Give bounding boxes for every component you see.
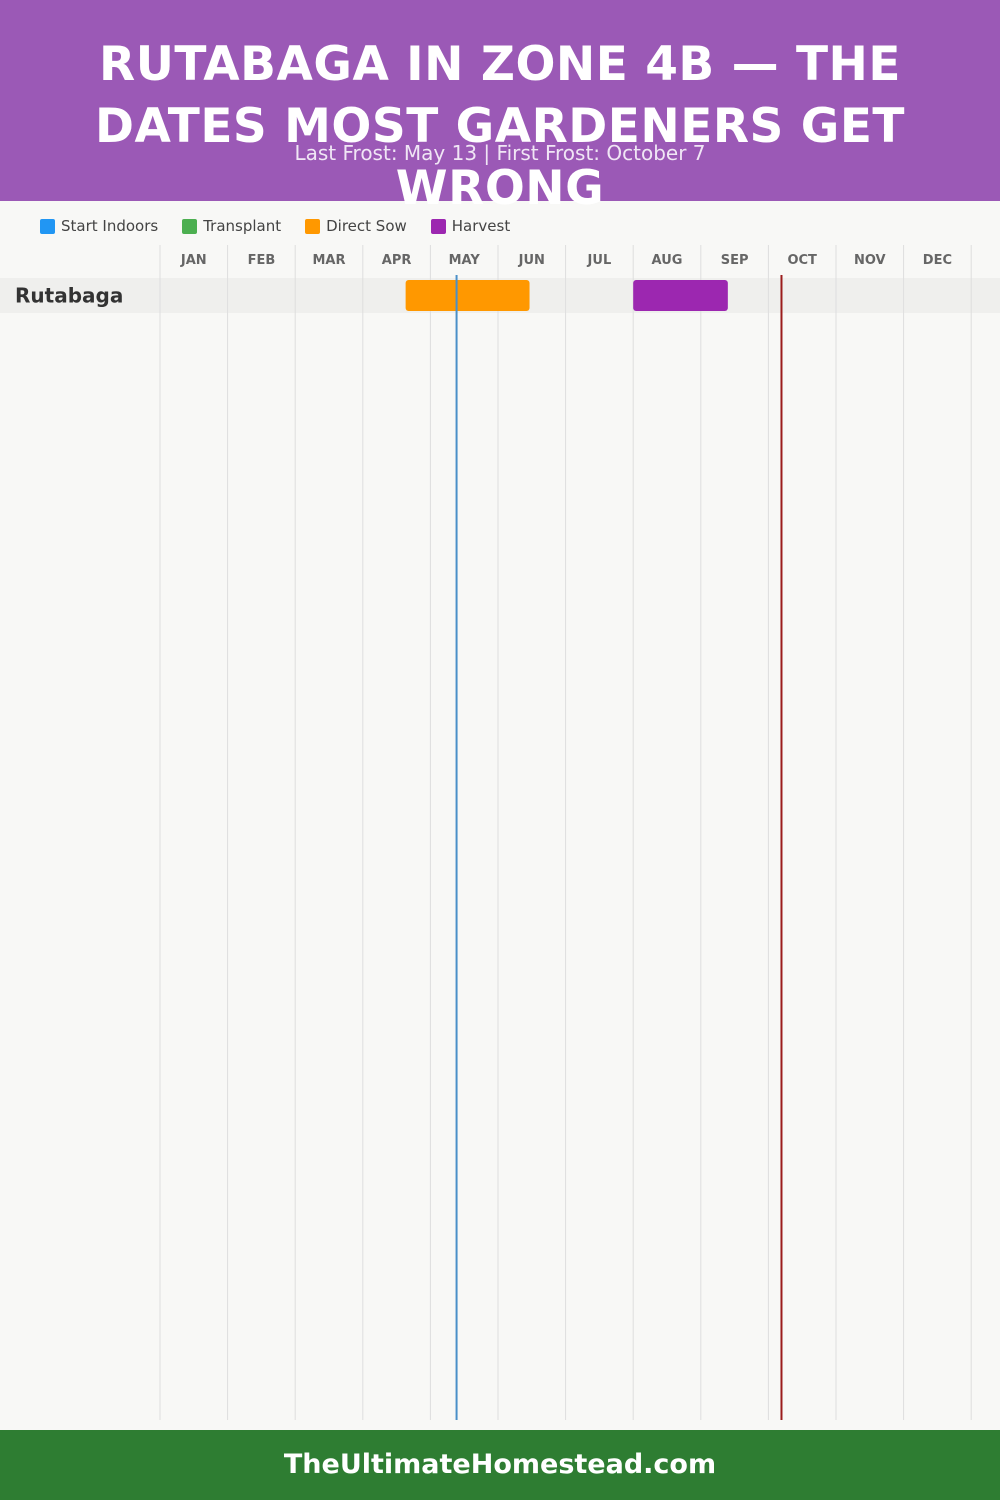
legend-swatch-transplant xyxy=(182,218,198,234)
footer-site[interactable]: TheUltimateHomestead.com xyxy=(0,1430,1000,1500)
month-label: OCT xyxy=(787,253,817,268)
direct-sow-bar xyxy=(405,280,530,311)
header-banner: RUTABAGA IN ZONE 4B — THE DATES MOST GAR… xyxy=(0,0,1000,216)
legend-item-start-indoors: Start Indoors xyxy=(40,217,158,235)
legend-item-transplant: Transplant xyxy=(182,217,281,235)
planting-calendar-chart: JAN FEB MAR APR MAY JUN JUL AUG SEP OCT NOV DEC Ruta… xyxy=(0,245,1000,1420)
legend-swatch-harvest xyxy=(430,218,446,234)
month-label: APR xyxy=(382,253,412,268)
legend-swatch-start-indoors xyxy=(40,218,55,234)
crop-label: Rutabaga xyxy=(15,284,123,308)
month-label: FEB xyxy=(248,253,276,268)
month-label: JAN xyxy=(180,253,207,268)
legend-label-direct-sow: Direct Sow xyxy=(326,217,407,235)
legend-item-direct-sow: Direct Sow xyxy=(305,217,407,235)
legend-swatch-direct-sow xyxy=(305,218,321,234)
month-label: NOV xyxy=(854,253,886,268)
legend-item-harvest: Harvest xyxy=(430,217,511,235)
legend: Start Indoors Transplant Direct Sow Harv… xyxy=(40,215,534,237)
month-label: JUL xyxy=(587,253,612,268)
legend-label-start-indoors: Start Indoors xyxy=(61,217,159,235)
month-label: SEP xyxy=(721,253,749,268)
month-label: JUN xyxy=(518,253,545,268)
legend-label-transplant: Transplant xyxy=(203,217,282,235)
frost-dates-subtitle: Last Frost: May 13 | First Frost: Octobe… xyxy=(294,141,706,165)
month-label: AUG xyxy=(652,253,683,268)
harvest-bar xyxy=(633,280,728,311)
month-label: MAR xyxy=(312,253,345,268)
page-title: RUTABAGA IN ZONE 4B — THE DATES MOST GAR… xyxy=(95,37,905,216)
month-label: MAY xyxy=(449,253,481,268)
legend-label-harvest: Harvest xyxy=(451,217,511,235)
month-label: DEC xyxy=(923,253,952,268)
